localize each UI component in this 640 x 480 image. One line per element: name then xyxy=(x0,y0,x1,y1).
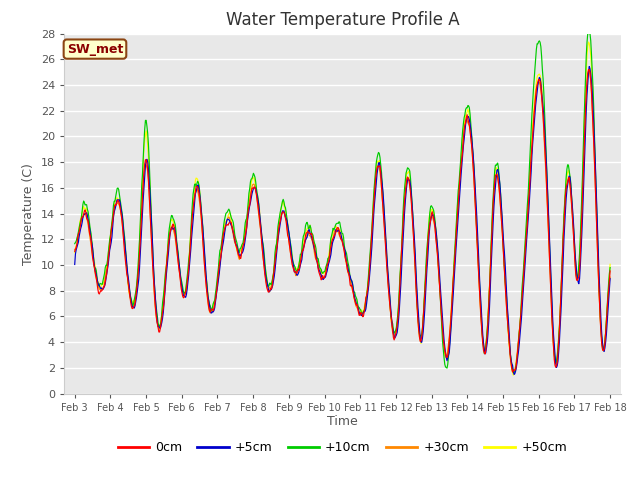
+5cm xyxy=(606,276,614,282)
0cm xyxy=(423,254,431,260)
+5cm xyxy=(586,64,593,70)
+5cm xyxy=(136,265,143,271)
+50cm xyxy=(509,372,517,378)
+10cm xyxy=(218,236,226,241)
+5cm xyxy=(510,372,518,377)
+5cm xyxy=(190,207,198,213)
+10cm xyxy=(71,241,79,247)
Line: +30cm: +30cm xyxy=(75,71,610,372)
+5cm xyxy=(218,246,226,252)
0cm xyxy=(81,208,88,214)
+10cm xyxy=(136,237,143,243)
+5cm xyxy=(423,266,431,272)
+10cm xyxy=(606,264,614,270)
+30cm xyxy=(218,243,226,249)
+5cm xyxy=(408,191,415,196)
0cm xyxy=(586,67,593,72)
+50cm xyxy=(71,250,79,255)
0cm xyxy=(218,240,226,246)
X-axis label: Time: Time xyxy=(327,415,358,429)
+30cm xyxy=(423,255,431,261)
+30cm xyxy=(81,211,88,216)
Text: SW_met: SW_met xyxy=(67,43,123,56)
+50cm xyxy=(190,194,198,200)
+50cm xyxy=(585,39,593,45)
0cm xyxy=(136,252,143,257)
+50cm xyxy=(218,239,226,244)
0cm xyxy=(509,369,516,375)
+10cm xyxy=(81,200,88,205)
+10cm xyxy=(408,188,415,193)
+5cm xyxy=(71,262,79,267)
+30cm xyxy=(408,196,415,202)
+50cm xyxy=(136,241,143,247)
+50cm xyxy=(606,262,614,267)
+30cm xyxy=(71,247,79,252)
+50cm xyxy=(423,254,431,260)
Line: +50cm: +50cm xyxy=(75,42,610,375)
+30cm xyxy=(586,68,593,74)
+50cm xyxy=(408,195,415,201)
0cm xyxy=(606,268,614,274)
+50cm xyxy=(81,206,88,212)
+10cm xyxy=(423,246,431,252)
0cm xyxy=(71,248,79,254)
+30cm xyxy=(136,250,143,256)
+5cm xyxy=(81,211,88,217)
+10cm xyxy=(190,186,198,192)
0cm xyxy=(408,198,415,204)
+30cm xyxy=(509,370,517,375)
Line: 0cm: 0cm xyxy=(75,70,610,372)
0cm xyxy=(190,199,198,205)
Line: +10cm: +10cm xyxy=(75,34,610,372)
Line: +5cm: +5cm xyxy=(75,67,610,374)
+10cm xyxy=(510,370,518,375)
Title: Water Temperature Profile A: Water Temperature Profile A xyxy=(225,11,460,29)
+10cm xyxy=(584,31,591,36)
Y-axis label: Temperature (C): Temperature (C) xyxy=(22,163,35,264)
+30cm xyxy=(606,274,614,280)
Legend: 0cm, +5cm, +10cm, +30cm, +50cm: 0cm, +5cm, +10cm, +30cm, +50cm xyxy=(113,436,572,459)
+30cm xyxy=(190,198,198,204)
